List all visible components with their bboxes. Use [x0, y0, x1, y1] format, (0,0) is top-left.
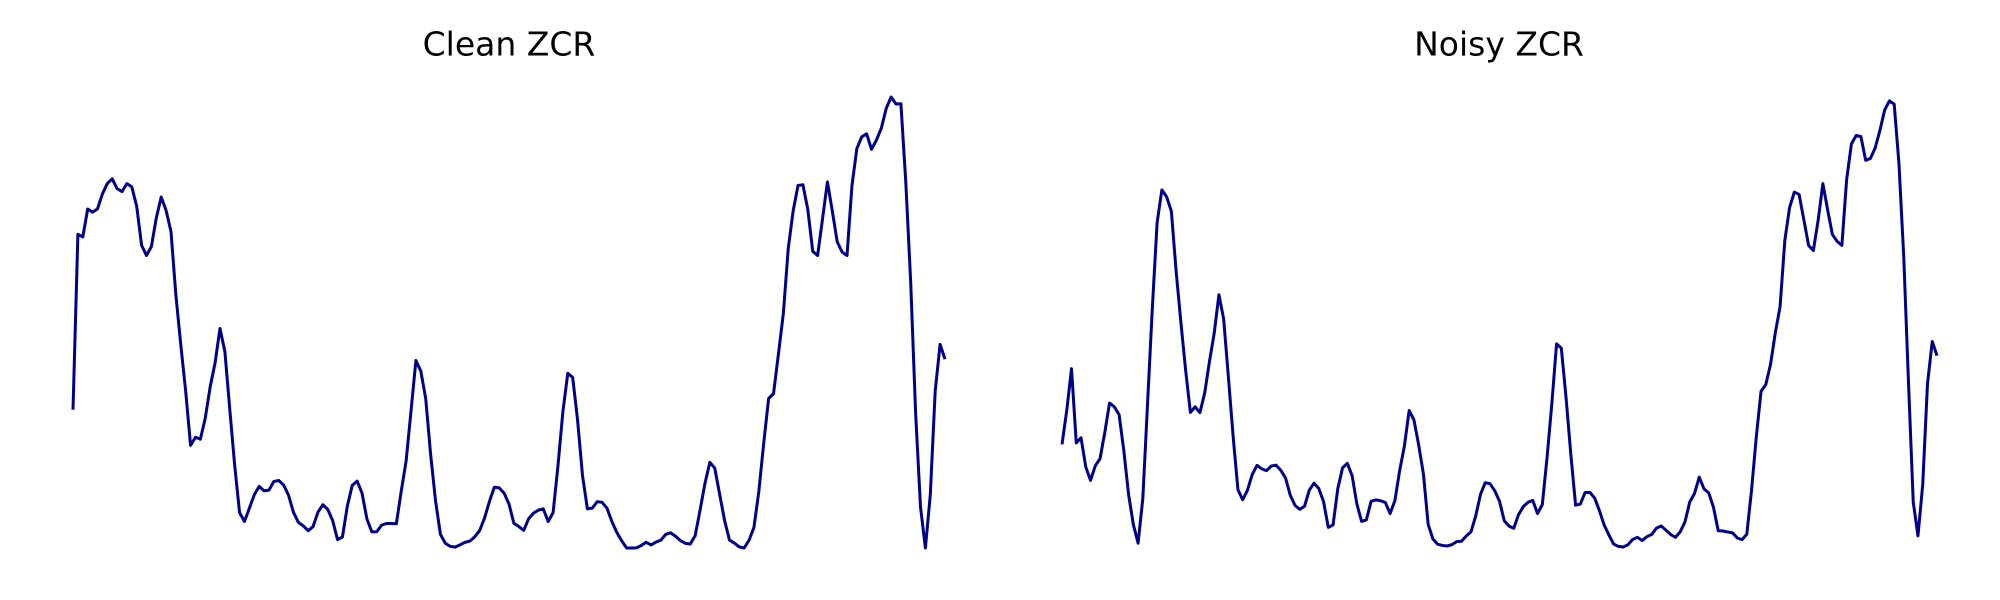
noisy-zcr-series-line — [1060, 99, 1939, 549]
clean-zcr-series-line — [71, 95, 947, 550]
noisy-zcr-title: Noisy ZCR — [1414, 25, 1584, 64]
noisy-zcr-plot-area — [1060, 99, 1939, 549]
clean-zcr-panel: Clean ZCR — [71, 25, 947, 550]
clean-zcr-plot-area — [71, 95, 947, 550]
noisy-zcr-panel: Noisy ZCR — [1060, 25, 1939, 549]
clean-zcr-title: Clean ZCR — [423, 25, 596, 64]
